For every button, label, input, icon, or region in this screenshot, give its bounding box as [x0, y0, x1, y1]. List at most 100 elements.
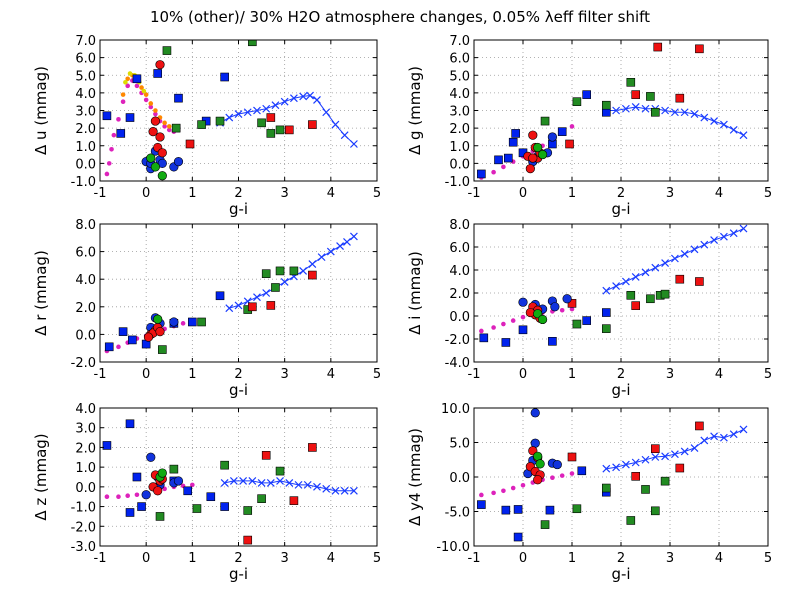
- square-marker: [626, 516, 636, 525]
- square-marker: [275, 266, 285, 276]
- square-marker: [582, 316, 592, 325]
- square-marker: [261, 269, 271, 278]
- square-marker: [601, 483, 611, 493]
- x-tick-label: 0: [519, 551, 527, 566]
- x-tick-label: 5: [764, 186, 772, 201]
- x-tick-label: 4: [327, 186, 335, 201]
- x-tick-label: 5: [373, 551, 381, 566]
- circle-marker: [155, 60, 165, 70]
- square-marker: [128, 335, 137, 345]
- x-marker: [266, 478, 275, 487]
- x-marker: [331, 486, 340, 495]
- square-marker: [284, 125, 294, 135]
- x-tick-label: 2: [617, 186, 625, 201]
- x-marker: [253, 293, 261, 302]
- dot-marker: [569, 124, 575, 129]
- x-marker: [739, 131, 748, 140]
- dot-marker: [143, 97, 149, 103]
- square-marker: [650, 444, 660, 454]
- square-marker: [494, 155, 503, 165]
- dot-marker: [190, 482, 195, 488]
- square-marker: [261, 451, 271, 460]
- x-tick-label: 2: [234, 186, 242, 201]
- square-marker: [125, 419, 135, 429]
- x-marker: [262, 289, 271, 297]
- subplot-3: -1 0 1 2 3 4 5 -2.0 0.0 2.0 4.0 6.0 8.0 g-i Δ r (mmag): [32, 218, 381, 399]
- y-tick-label: -1.0: [445, 175, 470, 190]
- x-marker: [612, 463, 621, 472]
- x-tick-label: 1: [188, 551, 196, 566]
- dot-marker: [501, 488, 506, 494]
- x-marker: [234, 301, 243, 310]
- y-tick-label: 6.0: [449, 241, 470, 256]
- square-marker: [646, 92, 655, 101]
- x-marker: [602, 464, 611, 473]
- y-tick-label: 5.0: [449, 437, 470, 452]
- plot-area: [477, 42, 748, 180]
- dot-marker: [148, 104, 154, 110]
- x-marker: [322, 484, 331, 493]
- y-tick-label: -1.0: [71, 175, 96, 190]
- x-marker: [229, 477, 238, 485]
- x-tick-label: 0: [519, 186, 527, 201]
- square-marker: [631, 301, 641, 310]
- circle-marker: [157, 171, 167, 181]
- circle-marker: [535, 459, 545, 469]
- square-marker: [197, 120, 206, 129]
- dot-marker: [125, 83, 130, 89]
- square-marker: [243, 506, 253, 515]
- x-marker: [336, 242, 344, 251]
- x-tick-label: 3: [666, 186, 674, 201]
- circle-marker: [528, 153, 538, 163]
- circle-marker: [141, 490, 151, 500]
- square-marker: [503, 153, 513, 163]
- square-marker: [289, 496, 299, 505]
- x-tick-label: 3: [281, 367, 289, 382]
- x-tick-label: -1: [468, 367, 481, 382]
- square-marker: [137, 502, 146, 511]
- square-marker: [675, 93, 685, 103]
- x-marker: [719, 433, 728, 442]
- square-marker: [185, 139, 195, 149]
- square-marker: [626, 290, 636, 300]
- square-marker: [243, 535, 253, 545]
- y-tick-label: 5.0: [75, 69, 96, 84]
- x-marker: [239, 477, 248, 485]
- x-marker: [308, 260, 317, 268]
- x-marker: [700, 240, 709, 249]
- x-tick-label: 4: [715, 551, 723, 566]
- square-marker: [653, 42, 663, 52]
- x-marker: [670, 254, 679, 263]
- x-marker: [739, 224, 748, 233]
- square-marker: [183, 486, 193, 496]
- x-marker: [306, 91, 314, 100]
- square-marker: [601, 308, 611, 317]
- square-marker: [518, 325, 528, 335]
- x-marker: [680, 249, 689, 258]
- dot-marker: [106, 161, 112, 166]
- y-tick-label: 4.0: [449, 264, 470, 279]
- square-marker: [513, 505, 523, 514]
- y-tick-label: 0.0: [75, 481, 96, 496]
- x-marker: [257, 478, 266, 487]
- x-marker: [680, 108, 689, 117]
- x-marker: [313, 482, 321, 491]
- square-marker: [132, 472, 142, 482]
- square-marker: [257, 494, 266, 503]
- square-marker: [169, 464, 179, 474]
- x-marker: [641, 104, 650, 113]
- square-marker: [125, 508, 135, 517]
- dot-marker: [120, 92, 126, 97]
- x-marker: [349, 486, 358, 495]
- circle-marker: [146, 452, 156, 462]
- plot-background: [100, 40, 377, 181]
- dot-marker: [123, 80, 128, 85]
- y-tick-label: 6.0: [75, 246, 96, 261]
- y-tick-label: 10.0: [441, 402, 470, 417]
- x-marker: [729, 125, 738, 134]
- dot-marker: [491, 325, 496, 330]
- x-marker: [739, 425, 748, 434]
- y-tick-label: 2.0: [449, 122, 470, 137]
- circle-marker: [533, 475, 543, 485]
- x-tick-label: -1: [94, 551, 107, 566]
